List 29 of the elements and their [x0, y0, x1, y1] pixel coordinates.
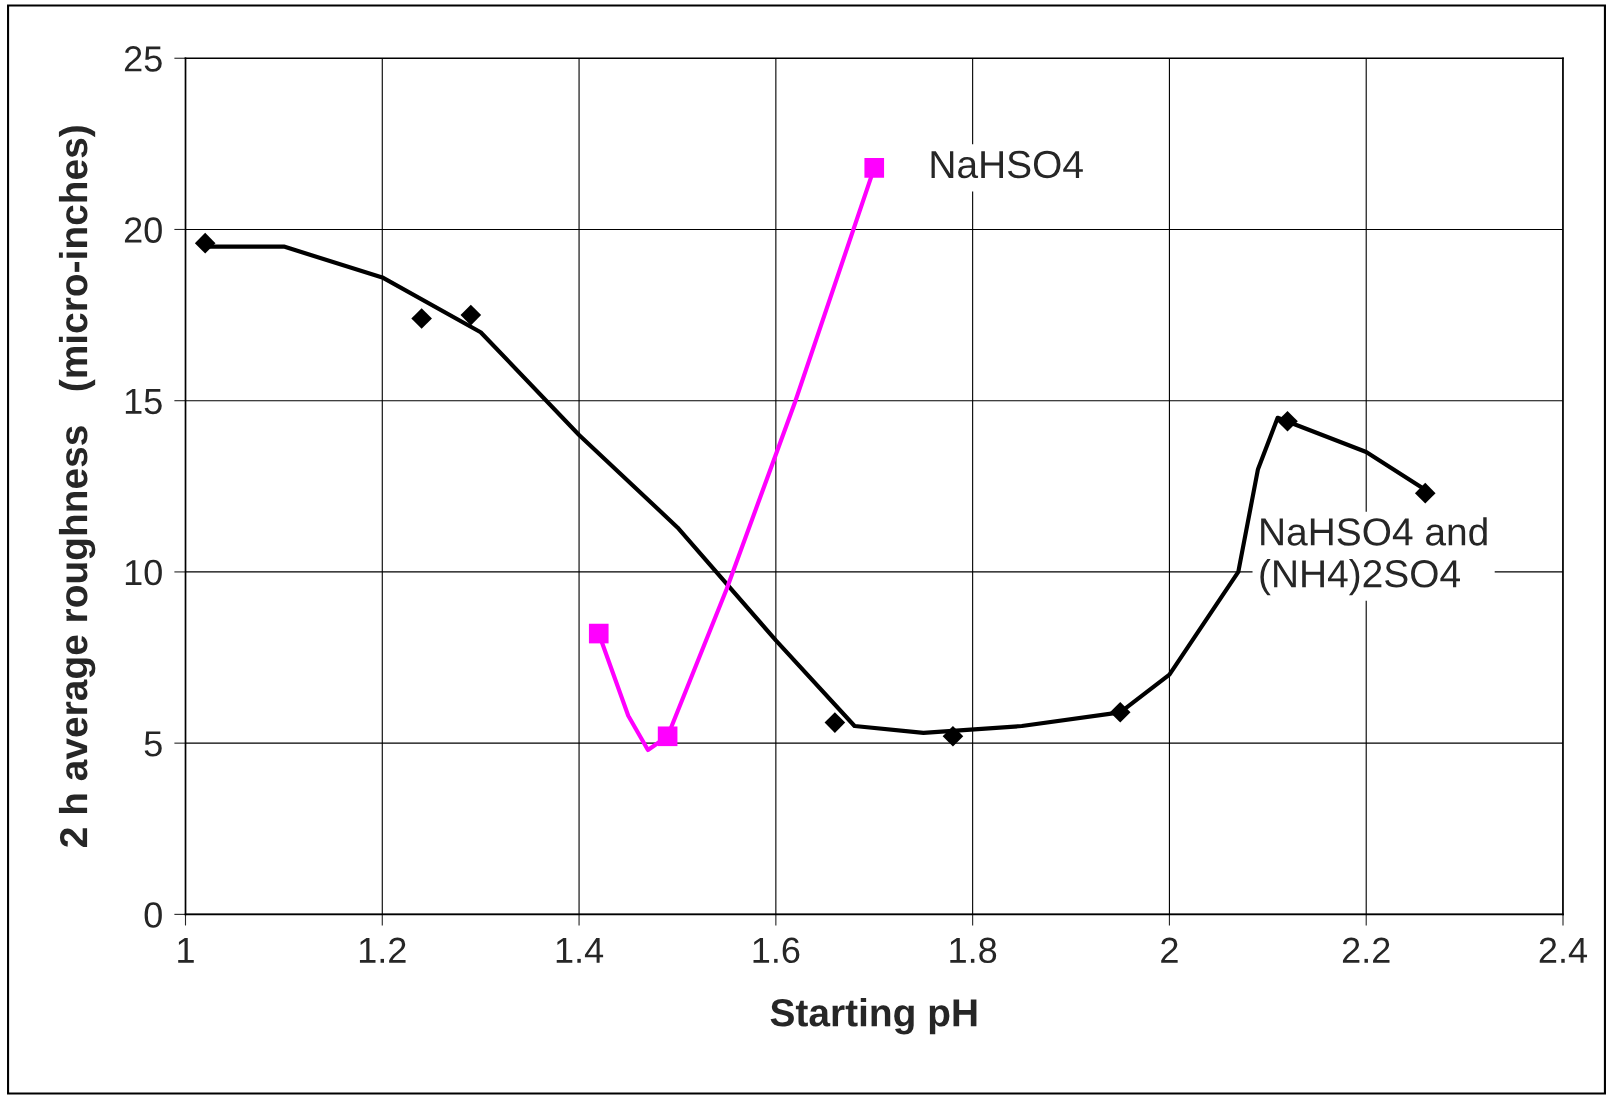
x-tick-label: 1.4 [556, 937, 604, 963]
series-label: NaHSO4 and (NH4)2SO4 [1260, 517, 1487, 596]
y-tick-label: 0 [144, 902, 162, 928]
y-tick-label: 10 [125, 559, 162, 586]
x-tick-label: 2.4 [1539, 937, 1588, 963]
point [942, 725, 964, 747]
point [657, 726, 678, 747]
x-tick-label: 1 [178, 937, 194, 963]
point [1277, 410, 1298, 432]
point [1414, 482, 1436, 504]
y-tick-label: 25 [124, 46, 162, 72]
point [824, 712, 846, 733]
point [411, 308, 432, 329]
x-tick-label: 1.8 [950, 937, 997, 964]
series-label: NaHSO4 [931, 150, 1083, 179]
point [864, 158, 885, 178]
x-tick-label: 2.2 [1342, 937, 1390, 963]
x-axis-title: Starting pH [770, 998, 977, 1035]
y-tick-label: 5 [144, 731, 162, 757]
point [1109, 702, 1131, 723]
point [460, 304, 482, 326]
x-tick-label: 1.6 [753, 937, 800, 964]
y-tick-label: 20 [124, 217, 162, 243]
x-tick-label: 2 [1161, 937, 1178, 963]
x-tick-label: 1.2 [359, 937, 406, 963]
point [588, 623, 609, 644]
y-axis-title: 2 h average roughness (micro-inches) [58, 126, 96, 847]
y-tick-label: 15 [125, 388, 162, 415]
point [194, 232, 216, 254]
